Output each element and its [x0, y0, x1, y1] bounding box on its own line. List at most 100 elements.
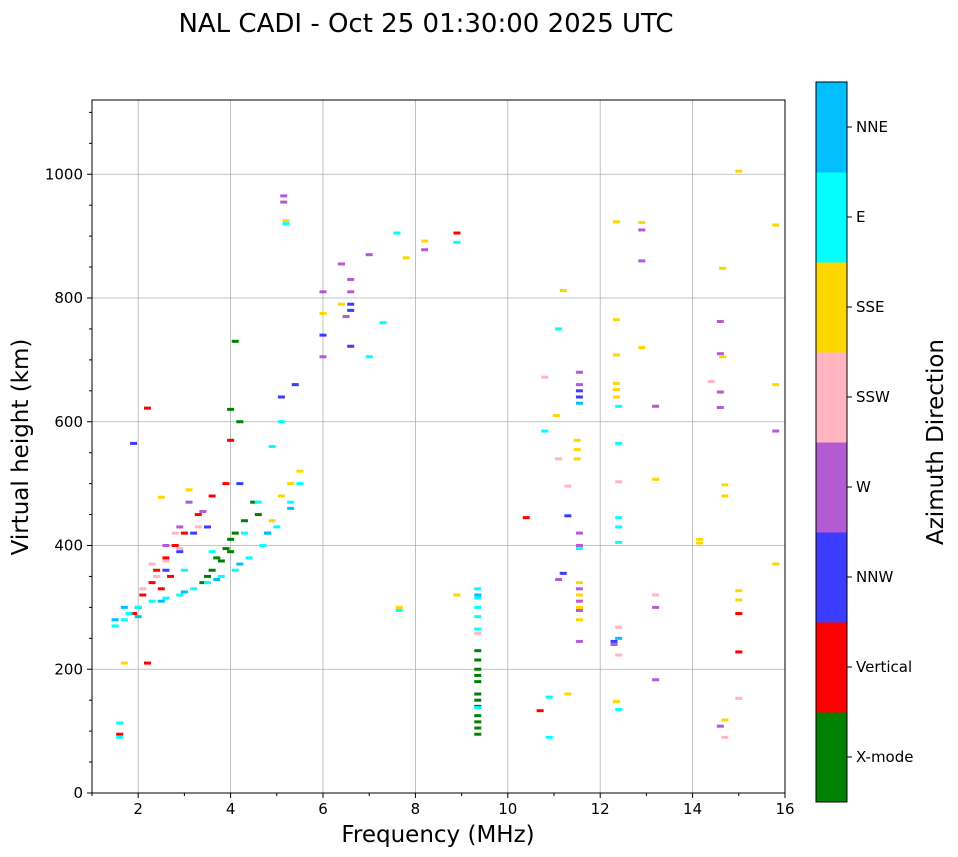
data-point — [575, 581, 583, 585]
data-point — [612, 353, 620, 357]
plot-area: 2 4 6 8 10 12 14 16 0 200 400 600 800 1000 — [45, 99, 795, 818]
data-point — [610, 639, 618, 643]
data-point — [474, 605, 482, 609]
data-point — [474, 649, 482, 653]
data-point — [134, 615, 142, 619]
colorbar-swatch — [816, 262, 847, 353]
data-point — [772, 383, 780, 387]
series-ssw — [139, 375, 743, 739]
data-point — [474, 680, 482, 684]
data-point — [347, 290, 355, 294]
data-point — [291, 383, 299, 387]
data-point — [393, 231, 401, 235]
colorbar-swatch — [816, 712, 847, 803]
data-point — [125, 612, 133, 616]
x-tick-label: 6 — [318, 800, 328, 818]
data-point — [474, 673, 482, 677]
data-point — [474, 706, 482, 710]
data-point — [222, 547, 230, 551]
colorbar-swatch — [816, 532, 847, 623]
data-point — [365, 253, 373, 257]
data-point — [176, 547, 184, 551]
data-point — [474, 596, 482, 600]
x-tick-label: 14 — [683, 800, 702, 818]
data-point — [615, 525, 623, 529]
data-point — [347, 308, 355, 312]
data-point — [772, 223, 780, 227]
data-point — [277, 420, 285, 424]
data-point — [536, 709, 544, 713]
data-point — [453, 593, 461, 597]
data-point — [268, 445, 276, 448]
data-point — [575, 593, 583, 597]
x-tick-label: 10 — [498, 800, 517, 818]
data-point — [652, 605, 660, 609]
colorbar-swatch — [816, 622, 847, 713]
data-point — [615, 480, 623, 484]
data-point — [716, 390, 724, 394]
data-point — [638, 259, 646, 263]
data-point — [575, 544, 583, 547]
data-point — [287, 482, 295, 486]
data-point — [268, 519, 276, 523]
data-point — [162, 559, 170, 563]
data-point — [474, 692, 482, 696]
data-point — [143, 661, 151, 665]
data-point — [347, 344, 355, 348]
data-point — [615, 625, 623, 629]
data-point — [575, 531, 583, 535]
data-point — [638, 228, 646, 232]
colorbar-tick-label: E — [856, 208, 865, 226]
data-point — [227, 537, 235, 541]
data-point — [319, 333, 327, 337]
data-point — [213, 556, 221, 560]
data-point — [716, 406, 724, 410]
plot-background — [92, 100, 785, 793]
data-point — [564, 484, 572, 488]
data-point — [575, 370, 583, 374]
data-point — [116, 721, 124, 725]
data-point — [735, 589, 743, 593]
data-point — [337, 302, 345, 306]
data-point — [716, 724, 724, 728]
data-point — [222, 482, 230, 486]
colorbar-tick-label: W — [856, 478, 871, 496]
data-point — [638, 346, 646, 349]
data-point — [148, 599, 156, 603]
data-point — [453, 240, 461, 244]
data-point — [282, 219, 290, 223]
data-point — [555, 578, 563, 582]
data-point — [716, 352, 724, 356]
data-point — [273, 525, 281, 529]
colorbar-swatch — [816, 172, 847, 263]
data-point — [612, 220, 620, 224]
x-tick-label: 12 — [591, 800, 610, 818]
data-point — [240, 519, 248, 523]
data-point — [259, 544, 267, 547]
data-point — [721, 494, 729, 498]
colorbar-frame — [815, 81, 848, 803]
data-point — [194, 525, 202, 529]
colorbar-label: Azimuth Direction — [923, 339, 949, 545]
data-point — [287, 506, 295, 510]
data-point — [615, 653, 623, 657]
data-point — [296, 482, 304, 486]
data-point — [280, 200, 288, 204]
data-point — [735, 696, 743, 700]
colorbar-tick-label: NNW — [856, 568, 893, 586]
data-point — [139, 587, 147, 591]
data-point — [231, 531, 239, 535]
data-point — [707, 380, 715, 384]
data-point — [522, 516, 530, 520]
data-point — [575, 547, 583, 551]
y-axis-ticks: 0 200 400 600 800 1000 — [45, 111, 92, 802]
data-point — [227, 550, 235, 554]
data-point — [575, 639, 583, 643]
data-point — [612, 699, 620, 703]
data-point — [236, 482, 244, 486]
data-point — [120, 605, 128, 609]
data-point — [474, 593, 482, 597]
data-point — [280, 194, 288, 198]
data-point — [735, 612, 743, 616]
